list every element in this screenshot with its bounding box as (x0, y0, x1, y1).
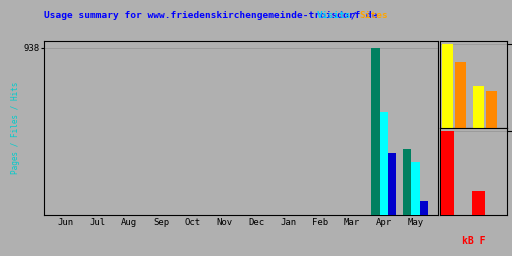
Bar (442, 44, 453, 128)
Bar (388, 153, 396, 215)
Bar (403, 149, 411, 215)
Bar (486, 91, 497, 128)
Text: Usage summary for www.friedenskirchengemeinde-troisdorf.de: Usage summary for www.friedenskirchengem… (44, 12, 377, 20)
Text: kB F: kB F (462, 236, 485, 246)
Bar (379, 112, 388, 215)
Bar (473, 86, 484, 128)
Text: /: / (345, 12, 362, 20)
Bar (472, 191, 485, 215)
Bar (441, 131, 454, 215)
Text: Sites: Sites (359, 12, 388, 20)
Text: Visits: Visits (317, 12, 351, 20)
Bar (371, 48, 379, 215)
Bar (411, 162, 420, 215)
Bar (420, 201, 428, 215)
Y-axis label: Pages / Files / Hits: Pages / Files / Hits (11, 82, 20, 174)
Bar (455, 61, 465, 128)
